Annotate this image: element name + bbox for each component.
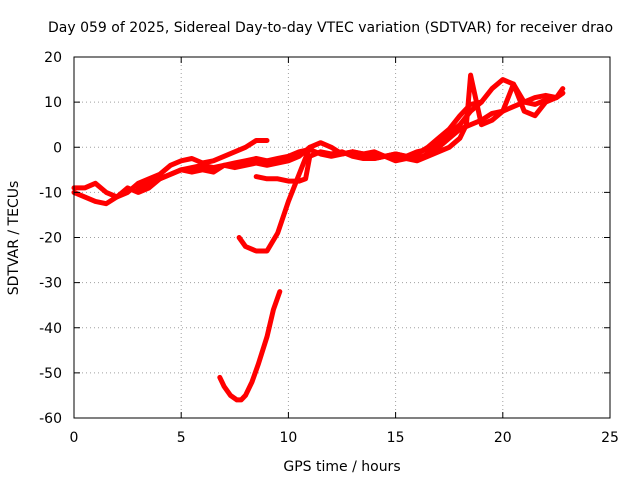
y-tick-label: -40: [39, 321, 62, 337]
x-tick-label: 25: [601, 430, 619, 446]
series-line-track-g: [217, 289, 283, 403]
series-line-track-b: [71, 138, 270, 200]
y-tick-label: -50: [39, 366, 62, 382]
y-tick-label: -60: [39, 411, 62, 427]
x-tick-label: 0: [70, 430, 79, 446]
grid-layer: [74, 57, 610, 418]
series-line-track-a: [71, 90, 566, 207]
y-axis-label: SDTVAR / TECUs: [6, 181, 22, 296]
x-tick-label: 15: [387, 430, 405, 446]
y-tick-label: -30: [39, 276, 62, 292]
y-tick-label: 10: [44, 95, 62, 111]
y-tick-label: 20: [44, 50, 62, 66]
data-layer: [71, 72, 566, 403]
series-line-track-d: [253, 72, 566, 184]
tick-layer: 0 5 10 15 20 25 -60 -50 -40 -30 -20 -10 0 10 20: [39, 50, 619, 446]
x-tick-label: 10: [279, 430, 297, 446]
chart-title: Day 059 of 2025, Sidereal Day-to-day VTE…: [48, 20, 613, 36]
y-tick-label: -10: [39, 185, 62, 201]
series-line-track-f: [236, 144, 313, 254]
y-tick-label: 0: [53, 140, 62, 156]
x-axis-label: GPS time / hours: [283, 459, 400, 475]
x-tick-label: 20: [494, 430, 512, 446]
x-tick-label: 5: [177, 430, 186, 446]
series-line-track-e: [350, 77, 566, 159]
y-tick-label: -20: [39, 231, 62, 247]
